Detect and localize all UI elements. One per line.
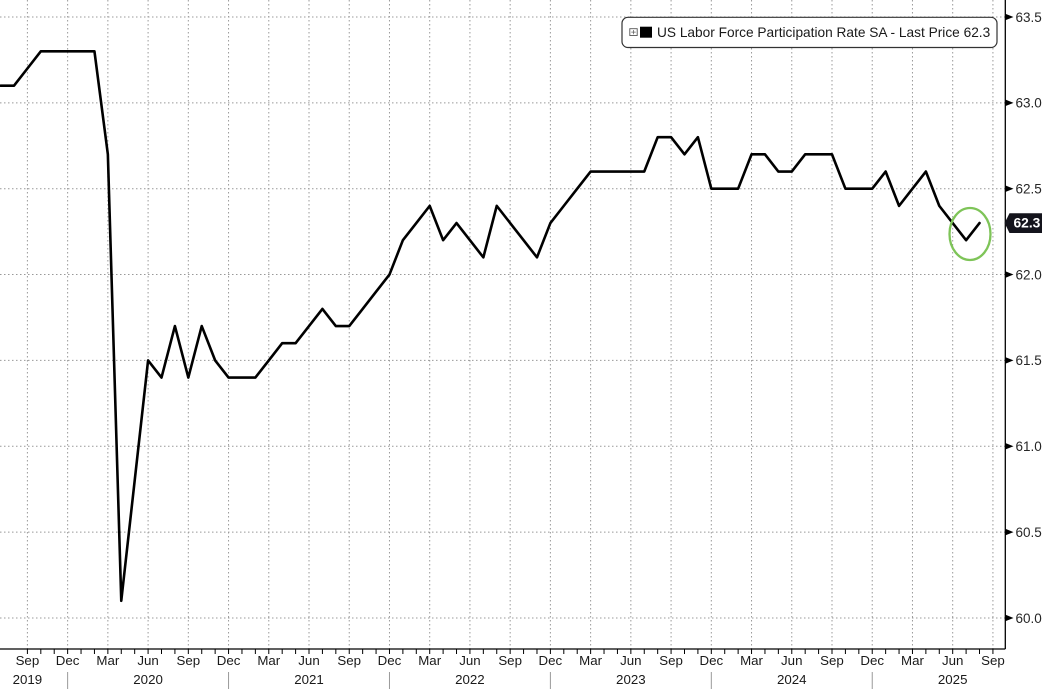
- svg-text:Jun: Jun: [620, 653, 641, 668]
- svg-text:Mar: Mar: [579, 653, 602, 668]
- svg-text:2023: 2023: [616, 672, 646, 687]
- svg-text:Mar: Mar: [257, 653, 280, 668]
- svg-text:62.3: 62.3: [1014, 216, 1041, 231]
- svg-text:61.5: 61.5: [1016, 353, 1042, 368]
- svg-text:Sep: Sep: [16, 653, 40, 668]
- svg-text:2019: 2019: [13, 672, 43, 687]
- svg-text:Mar: Mar: [740, 653, 763, 668]
- svg-text:Sep: Sep: [981, 653, 1005, 668]
- svg-text:Jun: Jun: [942, 653, 963, 668]
- svg-text:Mar: Mar: [418, 653, 441, 668]
- svg-text:Jun: Jun: [137, 653, 158, 668]
- svg-text:Dec: Dec: [539, 653, 563, 668]
- svg-text:Dec: Dec: [699, 653, 723, 668]
- svg-text:2022: 2022: [455, 672, 485, 687]
- svg-text:2021: 2021: [294, 672, 324, 687]
- svg-text:Jun: Jun: [459, 653, 480, 668]
- svg-text:62.5: 62.5: [1016, 182, 1042, 197]
- svg-text:Jun: Jun: [781, 653, 802, 668]
- svg-text:2020: 2020: [133, 672, 163, 687]
- svg-text:Jun: Jun: [298, 653, 319, 668]
- svg-text:63.0: 63.0: [1016, 96, 1042, 111]
- svg-text:2024: 2024: [777, 672, 807, 687]
- svg-text:Dec: Dec: [56, 653, 80, 668]
- svg-text:US Labor Force Participation R: US Labor Force Participation Rate SA - L…: [657, 25, 991, 40]
- svg-text:2025: 2025: [938, 672, 968, 687]
- svg-text:61.0: 61.0: [1016, 439, 1042, 454]
- svg-text:60.5: 60.5: [1016, 525, 1042, 540]
- svg-text:Sep: Sep: [337, 653, 361, 668]
- svg-text:60.0: 60.0: [1016, 611, 1042, 626]
- svg-text:Sep: Sep: [659, 653, 683, 668]
- svg-text:Dec: Dec: [378, 653, 402, 668]
- svg-text:Dec: Dec: [860, 653, 884, 668]
- svg-text:Dec: Dec: [217, 653, 241, 668]
- svg-text:63.5: 63.5: [1016, 10, 1042, 25]
- svg-text:Mar: Mar: [96, 653, 119, 668]
- svg-text:Mar: Mar: [901, 653, 924, 668]
- svg-text:62.0: 62.0: [1016, 267, 1042, 282]
- svg-text:Sep: Sep: [498, 653, 522, 668]
- svg-text:Sep: Sep: [820, 653, 844, 668]
- svg-text:Sep: Sep: [176, 653, 200, 668]
